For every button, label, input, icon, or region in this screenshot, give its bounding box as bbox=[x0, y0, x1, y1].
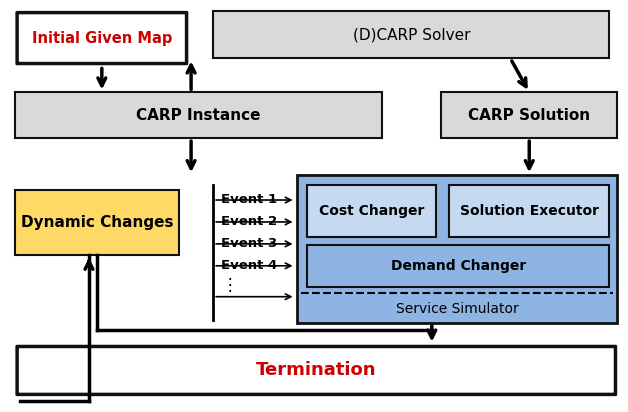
Bar bbox=[15, 190, 178, 255]
Bar bbox=[307, 245, 610, 287]
Text: Initial Given Map: Initial Given Map bbox=[31, 30, 172, 46]
Text: Event 1: Event 1 bbox=[221, 193, 278, 206]
Text: Cost Changer: Cost Changer bbox=[319, 204, 425, 218]
Bar bbox=[214, 11, 610, 59]
Text: CARP Solution: CARP Solution bbox=[468, 108, 590, 123]
Text: Dynamic Changes: Dynamic Changes bbox=[21, 215, 173, 230]
Bar bbox=[307, 185, 436, 237]
Text: CARP Instance: CARP Instance bbox=[136, 108, 261, 123]
Text: Demand Changer: Demand Changer bbox=[391, 259, 526, 273]
Bar bbox=[441, 92, 617, 138]
Bar bbox=[298, 175, 617, 323]
Bar bbox=[449, 185, 610, 237]
Text: Termination: Termination bbox=[256, 361, 377, 379]
Text: Event 4: Event 4 bbox=[221, 259, 278, 272]
Text: Service Simulator: Service Simulator bbox=[396, 302, 519, 316]
Text: (D)CARP Solver: (D)CARP Solver bbox=[352, 27, 470, 42]
FancyBboxPatch shape bbox=[17, 346, 615, 394]
FancyBboxPatch shape bbox=[17, 13, 187, 63]
Text: Event 3: Event 3 bbox=[221, 237, 278, 250]
Text: ⋮: ⋮ bbox=[221, 276, 238, 294]
Text: Event 2: Event 2 bbox=[221, 215, 278, 228]
Bar bbox=[15, 92, 382, 138]
Text: Solution Executor: Solution Executor bbox=[460, 204, 598, 218]
